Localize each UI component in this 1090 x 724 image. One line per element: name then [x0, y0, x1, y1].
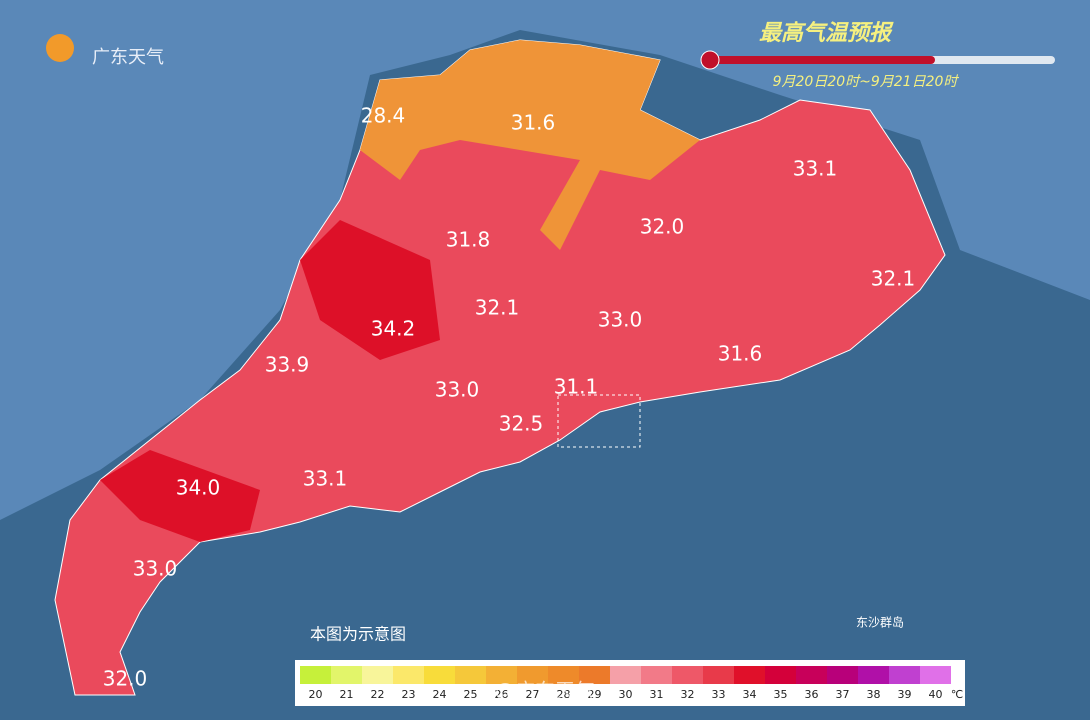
- legend-swatch: [362, 666, 393, 684]
- legend-tick: 40: [929, 688, 943, 701]
- legend-swatch: [920, 666, 951, 684]
- legend-tick: 28: [557, 688, 571, 701]
- thermo-fill: [710, 56, 935, 64]
- temp-label: 33.9: [265, 353, 310, 377]
- hot-zone: [100, 450, 260, 542]
- hot-zone: [300, 220, 440, 360]
- legend-swatch: [393, 666, 424, 684]
- temp-label: 31.8: [446, 228, 491, 252]
- logo-icon: [46, 34, 74, 62]
- legend-tick: 38: [867, 688, 881, 701]
- legend-tick: 22: [371, 688, 385, 701]
- legend-tick: 26: [495, 688, 509, 701]
- legend-swatch: [703, 666, 734, 684]
- period: 9月20日20时~9月21日20时: [773, 74, 960, 90]
- temp-label: 33.0: [133, 557, 178, 581]
- temp-label: 31.6: [511, 111, 556, 135]
- temp-label: 31.6: [718, 342, 763, 366]
- legend-swatch: [734, 666, 765, 684]
- temp-label: 31.1: [554, 375, 599, 399]
- legend-swatch: [672, 666, 703, 684]
- legend-unit: ℃: [951, 688, 963, 701]
- legend-swatch: [610, 666, 641, 684]
- temp-label: 32.0: [640, 215, 685, 239]
- temp-label: 33.0: [598, 308, 643, 332]
- temp-label: 34.0: [176, 476, 221, 500]
- legend-tick: 37: [836, 688, 850, 701]
- legend-swatch: [765, 666, 796, 684]
- legend-swatch: [548, 666, 579, 684]
- legend-swatch: [889, 666, 920, 684]
- legend-swatch: [331, 666, 362, 684]
- temp-label: 28.4: [361, 104, 406, 128]
- legend-swatch: [517, 666, 548, 684]
- legend-tick: 24: [433, 688, 447, 701]
- watermark: @广东天气: [495, 679, 595, 703]
- temp-label: 33.1: [793, 157, 838, 181]
- cool-zone: [360, 40, 700, 250]
- legend-tick: 33: [712, 688, 726, 701]
- temp-label: 32.1: [871, 267, 916, 291]
- legend-tick: 39: [898, 688, 912, 701]
- legend-tick: 23: [402, 688, 416, 701]
- legend-tick: 34: [743, 688, 757, 701]
- legend-swatch: [579, 666, 610, 684]
- temp-label: 33.1: [303, 467, 348, 491]
- temp-label: 34.2: [371, 317, 416, 341]
- legend-tick: 32: [681, 688, 695, 701]
- legend-swatch: [455, 666, 486, 684]
- legend-swatch: [858, 666, 889, 684]
- temp-label: 32.0: [103, 667, 148, 691]
- legend-swatch: [424, 666, 455, 684]
- legend-tick: 25: [464, 688, 478, 701]
- land-outside: [0, 0, 1090, 520]
- legend-tick: 31: [650, 688, 664, 701]
- temp-label: 32.5: [499, 412, 544, 436]
- legend-swatch: [300, 666, 331, 684]
- thermo-bulb: [700, 50, 720, 70]
- legend-swatch: [796, 666, 827, 684]
- logo-text: 广东天气: [92, 47, 164, 68]
- note: 本图为示意图: [310, 625, 406, 644]
- island-label: 东沙群岛: [856, 615, 904, 630]
- legend-tick: 36: [805, 688, 819, 701]
- hk-box: [557, 394, 641, 448]
- guangdong: [54, 39, 946, 696]
- legend-tick: 21: [340, 688, 354, 701]
- temp-label: 32.1: [475, 296, 520, 320]
- legend-tick: 27: [526, 688, 540, 701]
- legend-tick: 20: [309, 688, 323, 701]
- legend-tick: 35: [774, 688, 788, 701]
- legend-tick: 29: [588, 688, 602, 701]
- title: 最高气温预报: [759, 20, 894, 46]
- legend-swatch: [827, 666, 858, 684]
- legend-swatch: [641, 666, 672, 684]
- legend-swatch: [486, 666, 517, 684]
- temp-label: 33.0: [435, 378, 480, 402]
- legend-tick: 30: [619, 688, 633, 701]
